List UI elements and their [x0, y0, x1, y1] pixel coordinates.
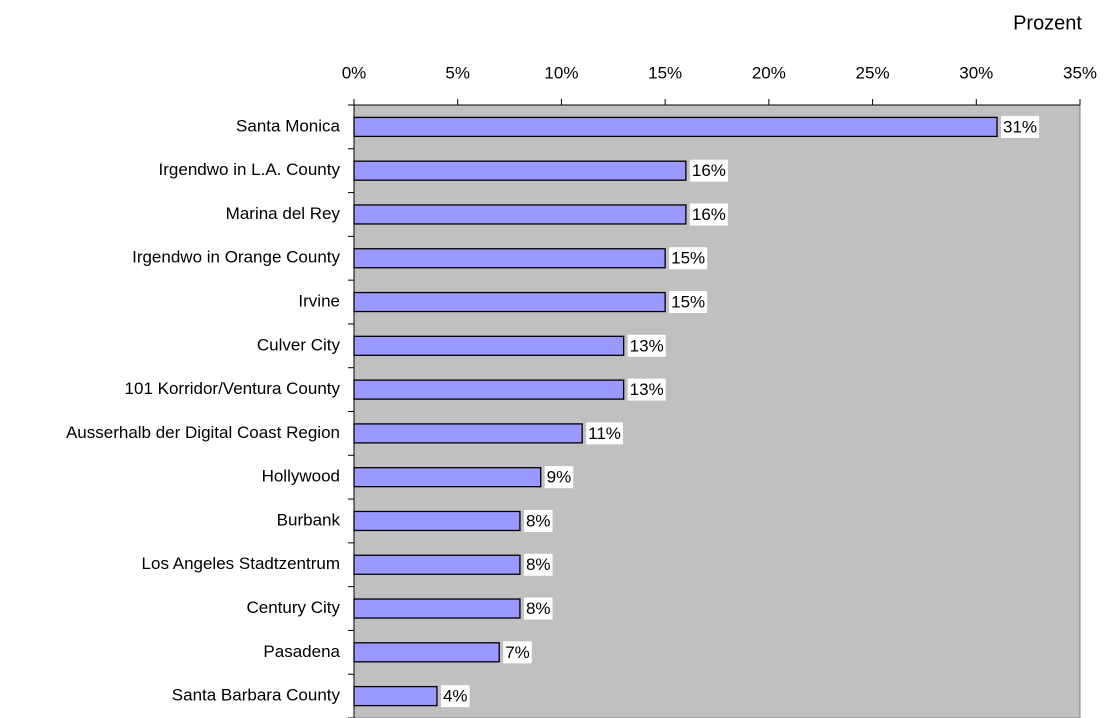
data-label: 15% — [671, 249, 705, 268]
bar — [353, 248, 666, 269]
data-label-bg — [586, 422, 623, 445]
y-tick-label: Hollywood — [262, 467, 340, 486]
data-label-bg — [627, 378, 666, 401]
data-label: 13% — [630, 336, 664, 355]
x-tick-label: 35% — [1063, 63, 1097, 82]
bar — [353, 335, 625, 356]
x-tick-label: 10% — [544, 63, 578, 82]
bar — [353, 291, 666, 313]
y-tick-label: Santa Barbara County — [172, 686, 341, 705]
data-label: 11% — [588, 424, 621, 443]
y-tick-label: Pasadena — [263, 642, 340, 661]
bar — [353, 642, 500, 663]
data-label-bg — [1001, 115, 1040, 138]
y-tick-label: Ausserhalb der Digital Coast Region — [66, 423, 340, 442]
bar — [353, 598, 521, 619]
data-label-bg — [523, 597, 553, 620]
plot-area — [353, 104, 1081, 718]
data-label-bg — [669, 247, 708, 270]
data-label-bg — [523, 509, 553, 532]
y-tick-label: Santa Monica — [236, 116, 340, 135]
x-tick-label: 5% — [445, 63, 470, 82]
data-label-bg — [523, 553, 553, 576]
data-label: 8% — [526, 511, 551, 530]
y-tick-label: Los Angeles Stadtzentrum — [142, 554, 340, 573]
bar — [353, 116, 998, 138]
y-tick-label: 101 Korridor/Ventura County — [125, 379, 341, 398]
bar — [353, 423, 583, 444]
y-tick-label: Century City — [246, 598, 340, 617]
data-label: 7% — [505, 643, 530, 662]
data-label-bg — [544, 466, 574, 489]
x-tick-label: 0% — [342, 63, 367, 82]
data-label: 8% — [526, 599, 551, 618]
data-label: 16% — [692, 205, 726, 224]
bar — [353, 467, 542, 488]
data-label: 8% — [526, 555, 551, 574]
data-label: 31% — [1003, 117, 1037, 136]
data-label: 4% — [443, 687, 468, 706]
data-label-bg — [627, 334, 666, 357]
y-tick-label: Irvine — [298, 292, 340, 311]
data-label-bg — [503, 641, 532, 664]
y-tick-label: Burbank — [277, 510, 341, 529]
y-tick-label: Marina del Rey — [226, 204, 341, 223]
y-tick-label: Culver City — [257, 335, 341, 354]
bar — [353, 379, 625, 400]
x-tick-label: 30% — [959, 63, 993, 82]
x-tick-label: 20% — [752, 63, 786, 82]
data-label-bg — [689, 159, 728, 182]
data-label: 9% — [547, 468, 572, 487]
data-label: 16% — [692, 161, 726, 180]
data-label: 13% — [630, 380, 664, 399]
bar — [353, 554, 521, 575]
x-tick-label: 15% — [648, 63, 682, 82]
bar — [353, 510, 521, 532]
data-label-bg — [689, 203, 728, 226]
x-tick-label: 25% — [856, 63, 890, 82]
y-tick-label: Irgendwo in L.A. County — [159, 160, 341, 179]
data-label-bg — [669, 291, 708, 314]
axis-label: Prozent — [1013, 12, 1082, 34]
bar — [353, 685, 438, 707]
data-label: 15% — [671, 293, 705, 312]
data-label-bg — [440, 685, 470, 708]
bar — [353, 160, 687, 181]
y-tick-label: Irgendwo in Orange County — [132, 248, 340, 267]
bar — [353, 204, 687, 225]
